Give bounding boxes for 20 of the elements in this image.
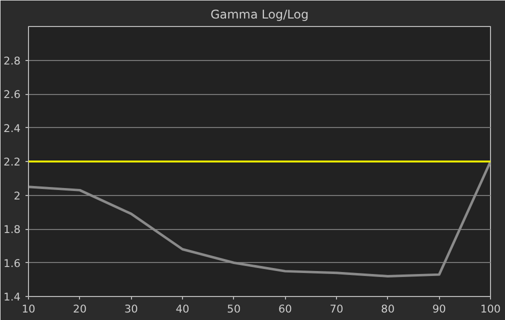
x-tick-label: 30 bbox=[124, 302, 138, 316]
y-tick-label: 1.6 bbox=[4, 256, 21, 270]
x-tick-label: 80 bbox=[381, 302, 395, 316]
y-tick-label: 2 bbox=[14, 189, 20, 202]
y-tick-label: 1.8 bbox=[4, 223, 21, 236]
x-tick-label: 50 bbox=[227, 302, 241, 316]
y-tick-label: 2.6 bbox=[4, 88, 21, 101]
x-tick-label: 40 bbox=[176, 302, 190, 316]
y-tick-label: 1.4 bbox=[4, 290, 21, 304]
y-tick-label: 2.4 bbox=[4, 122, 21, 135]
x-tick-label: 90 bbox=[432, 302, 446, 316]
y-tick-label: 2.8 bbox=[4, 54, 21, 68]
x-tick-label: 20 bbox=[73, 302, 87, 316]
x-tick-label: 70 bbox=[330, 302, 344, 316]
x-tick-label: 100 bbox=[480, 302, 501, 316]
x-tick-label: 60 bbox=[278, 302, 292, 316]
chart-title: Gamma Log/Log bbox=[210, 8, 309, 22]
line-series bbox=[28, 160, 490, 278]
y-tick-label: 2.2 bbox=[4, 156, 21, 168]
x-tick-label: 10 bbox=[22, 302, 36, 316]
